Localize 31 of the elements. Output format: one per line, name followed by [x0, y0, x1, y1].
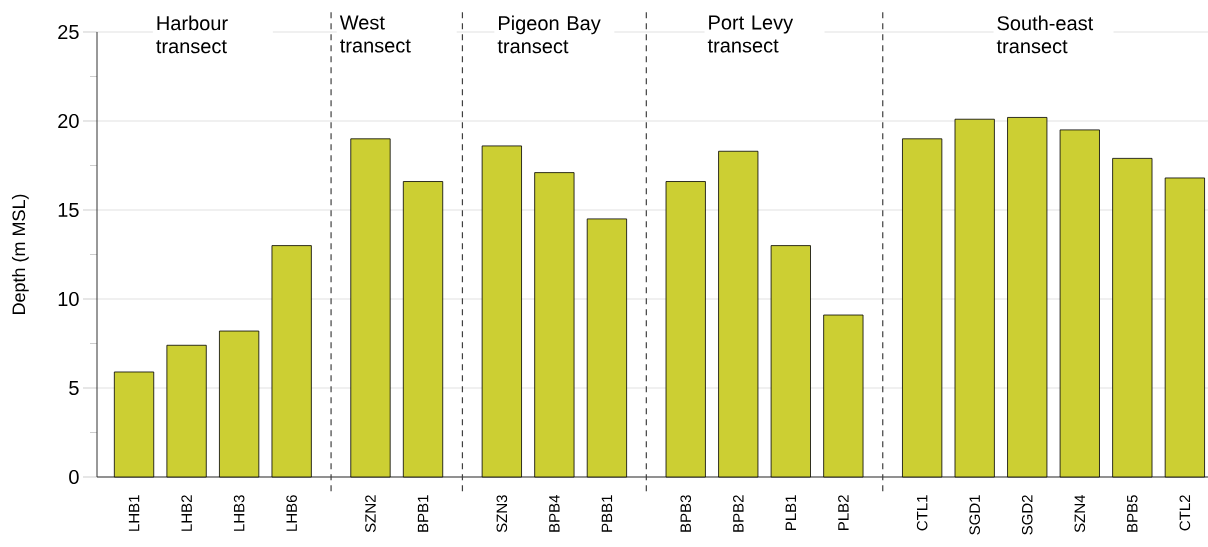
x-tick-label: LHB3 [233, 495, 245, 531]
x-tick-label: CTL2 [1179, 495, 1191, 531]
x-tick-label: BPB4 [549, 494, 560, 532]
x-tick-label: SZN3 [496, 495, 508, 533]
x-tick-label: SGD2 [1021, 495, 1033, 535]
x-tick-label: BPB3 [680, 495, 692, 532]
x-tick-label: SZN4 [1074, 494, 1086, 533]
y-tick-label: 0 [69, 469, 79, 485]
annotation: Harbour transect [156, 15, 228, 54]
x-tick-label: BPB5 [1127, 495, 1138, 532]
y-tick-label: 20 [58, 113, 79, 129]
annotation: Port Levy transect [707, 15, 794, 53]
x-tick-label: LHB2 [181, 495, 192, 531]
x-tick-label: CTL1 [916, 495, 928, 531]
x-tick-label: BPB2 [733, 495, 744, 532]
x-tick-label: PLB2 [838, 495, 849, 530]
x-tick-label: LHB1 [128, 495, 140, 531]
x-tick-label: PBB1 [601, 495, 613, 532]
annotation: South-east transect [996, 15, 1094, 54]
x-tick-label: SZN2 [365, 495, 376, 533]
y-tick-label: 25 [58, 24, 79, 40]
annotation: Pigeon Bay transect [497, 15, 601, 54]
annotation: West transect [339, 15, 411, 53]
x-tick-label: PLB1 [785, 495, 796, 530]
y-tick-label: 10 [58, 291, 79, 307]
y-axis-title: Depth (m MSL) [11, 194, 29, 315]
y-tick-label: 15 [58, 203, 79, 217]
y-tick-label: 5 [69, 381, 79, 395]
x-tick-label: BPB1 [417, 495, 429, 532]
x-tick-label: SGD1 [969, 495, 980, 535]
x-tick-label: LHB6 [286, 495, 297, 531]
